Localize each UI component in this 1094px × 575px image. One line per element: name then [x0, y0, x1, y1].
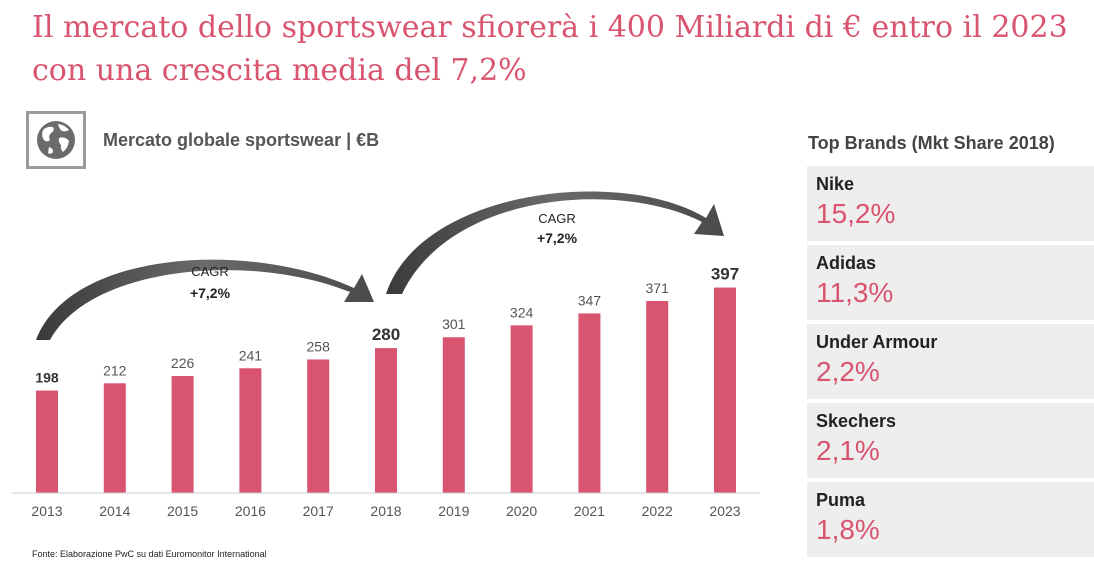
- x-tick-label-2019: 2019: [438, 503, 469, 519]
- globe-icon: [37, 121, 75, 159]
- brand-share: 2,1%: [816, 435, 880, 466]
- x-tick-label-2018: 2018: [370, 503, 401, 519]
- brand-name: Skechers: [816, 411, 897, 431]
- globe-icon-box: [26, 111, 86, 169]
- x-tick-label-2023: 2023: [709, 503, 740, 519]
- bar-2016: [239, 368, 262, 493]
- bar-value-label-2014: 212: [103, 362, 127, 378]
- x-tick-label-2017: 2017: [303, 503, 334, 519]
- chart-title: Mercato globale sportswear | €B: [103, 130, 380, 150]
- top-brands-list: Nike 15,2% Adidas 11,3% Under Armour 2,2…: [807, 166, 1094, 561]
- bar-2018: [375, 348, 397, 493]
- cagr-arrow-1: [36, 259, 374, 340]
- brand-card-puma: Puma 1,8%: [807, 482, 1094, 557]
- x-tick-label-2021: 2021: [574, 503, 605, 519]
- x-tick-label-2020: 2020: [506, 503, 537, 519]
- bar-value-label-2018: 280: [372, 325, 400, 344]
- brand-share: 15,2%: [816, 198, 896, 229]
- brand-name: Adidas: [816, 253, 877, 273]
- source-note: Fonte: Elaborazione PwC su dati Euromoni…: [32, 549, 267, 559]
- top-brands-title: Top Brands (Mkt Share 2018): [808, 133, 1055, 153]
- bar-2022: [646, 301, 669, 493]
- bar-value-label-2015: 226: [171, 355, 195, 371]
- bar-chart: CAGR +7,2% CAGR +7,2% 198 2013 212 2014 226 2…: [12, 191, 760, 519]
- bar-value-label-2013: 198: [35, 370, 59, 386]
- x-tick-label-2016: 2016: [235, 503, 266, 519]
- brand-card-skechers: Skechers 2,1%: [807, 403, 1094, 478]
- bar-2017: [307, 359, 330, 493]
- brand-share: 11,3%: [816, 277, 894, 308]
- brand-card-under-armour: Under Armour 2,2%: [807, 324, 1094, 399]
- cagr-label-2: CAGR: [538, 211, 576, 226]
- cagr-arrow-2: [386, 191, 724, 294]
- bar-value-label-2022: 371: [646, 280, 670, 296]
- bar-value-label-2021: 347: [578, 292, 602, 308]
- bar-2021: [578, 313, 601, 493]
- bar-value-label-2020: 324: [510, 304, 534, 320]
- cagr-value-2: +7,2%: [537, 230, 578, 246]
- cagr-label-1: CAGR: [191, 264, 229, 279]
- bar-2015: [171, 376, 194, 493]
- cagr-value-1: +7,2%: [190, 285, 231, 301]
- bar-2014: [103, 383, 126, 493]
- bar-value-label-2016: 241: [239, 347, 263, 363]
- x-tick-label-2022: 2022: [642, 503, 673, 519]
- brand-name: Puma: [816, 490, 866, 510]
- cagr-arrows: [36, 191, 724, 340]
- brand-share: 1,8%: [816, 514, 880, 545]
- brand-share: 2,2%: [816, 356, 880, 387]
- bar-value-label-2023: 397: [711, 265, 739, 284]
- brand-name: Nike: [816, 174, 855, 194]
- page-headline: Il mercato dello sportswear sfiorerà i 4…: [32, 10, 1068, 88]
- bar-value-label-2019: 301: [442, 316, 466, 332]
- brand-name: Under Armour: [816, 332, 938, 352]
- x-tick-label-2013: 2013: [31, 503, 62, 519]
- bar-2019: [442, 337, 465, 493]
- bar-2020: [510, 325, 533, 493]
- bar-value-label-2017: 258: [307, 338, 331, 354]
- brand-card-adidas: Adidas 11,3%: [807, 245, 1094, 320]
- bar-2013: [36, 390, 58, 493]
- x-tick-label-2014: 2014: [99, 503, 130, 519]
- x-tick-label-2015: 2015: [167, 503, 198, 519]
- brand-card-nike: Nike 15,2%: [807, 166, 1094, 241]
- bar-2023: [714, 287, 736, 493]
